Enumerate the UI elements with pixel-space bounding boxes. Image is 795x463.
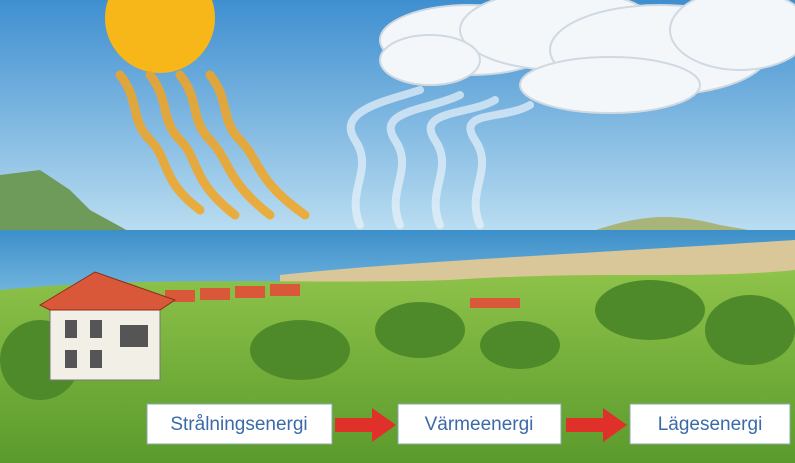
step-label: Värmeenergi	[425, 414, 534, 435]
energy-chain: Strålningsenergi Värmeenergi Lägesenergi	[147, 404, 790, 444]
water-cycle-illustration: Strålningsenergi Värmeenergi Lägesenergi	[0, 0, 795, 463]
step-label: Lägesenergi	[658, 414, 763, 435]
step-label: Strålningsenergi	[170, 414, 307, 435]
